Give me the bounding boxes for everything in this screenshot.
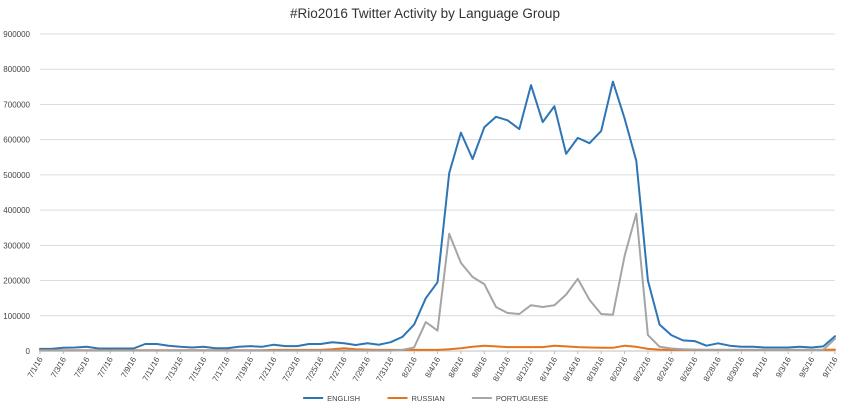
x-tick-label: 8/12/16 [515, 355, 536, 383]
chart-title: #Rio2016 Twitter Activity by Language Gr… [290, 6, 560, 21]
x-tick-label: 7/1/16 [26, 355, 45, 379]
x-tick-label: 7/19/16 [234, 355, 255, 383]
x-tick-label: 7/5/16 [73, 355, 92, 379]
y-tick-label: 400000 [3, 206, 30, 215]
x-tick-label: 7/9/16 [119, 355, 138, 379]
gridlines [40, 33, 835, 352]
legend: ENGLISH RUSSIAN PORTUGUESE [303, 394, 548, 403]
y-axis-ticks: 0 100000 200000 300000 400000 500000 600000 700… [3, 30, 30, 356]
x-tick-label: 8/28/16 [702, 355, 723, 383]
x-tick-label: 8/20/16 [608, 355, 629, 383]
x-tick-label: 8/6/16 [447, 355, 466, 379]
x-tick-label: 7/17/16 [211, 355, 232, 383]
x-tick-label: 7/15/16 [187, 355, 208, 383]
legend-label-portuguese: PORTUGUESE [496, 394, 548, 403]
x-tick-label: 7/27/16 [328, 355, 349, 383]
x-tick-label: 7/7/16 [96, 355, 115, 379]
x-tick-label: 7/3/16 [49, 355, 68, 379]
x-tick-label: 7/31/16 [374, 355, 395, 383]
y-tick-label: 100000 [3, 312, 30, 321]
y-tick-label: 300000 [3, 241, 30, 250]
x-tick-label: 8/24/16 [655, 355, 676, 383]
y-tick-label: 500000 [3, 171, 30, 180]
y-tick-label: 200000 [3, 277, 30, 286]
x-tick-label: 8/8/16 [470, 355, 489, 379]
legend-label-russian: RUSSIAN [412, 394, 445, 403]
x-tick-label: 7/13/16 [164, 355, 185, 383]
series-lines [39, 80, 836, 352]
series-line-english [39, 80, 836, 350]
x-tick-label: 9/5/16 [797, 355, 816, 379]
x-tick-label: 8/18/16 [585, 355, 606, 383]
x-tick-label: 8/14/16 [538, 355, 559, 383]
x-tick-label: 8/4/16 [423, 355, 442, 379]
x-tick-label: 7/21/16 [257, 355, 278, 383]
x-tick-label: 7/23/16 [281, 355, 302, 383]
x-tick-label: 8/22/16 [632, 355, 653, 383]
x-tick-label: 8/16/16 [561, 355, 582, 383]
x-tick-label: 7/11/16 [141, 355, 162, 383]
y-tick-label: 900000 [3, 30, 30, 39]
y-tick-label: 800000 [3, 65, 30, 74]
x-tick-label: 7/25/16 [304, 355, 325, 383]
x-tick-label: 9/7/16 [821, 355, 840, 379]
x-tick-label: 9/3/16 [774, 355, 793, 379]
x-tick-label: 7/29/16 [351, 355, 372, 383]
legend-label-english: ENGLISH [327, 394, 360, 403]
x-tick-label: 9/1/16 [751, 355, 770, 379]
y-tick-label: 600000 [3, 136, 30, 145]
x-tick-label: 8/26/16 [678, 355, 699, 383]
x-tick-label: 8/30/16 [725, 355, 746, 383]
x-tick-label: 8/10/16 [491, 355, 512, 383]
series-line-portuguese [39, 212, 836, 352]
x-tick-label: 8/2/16 [400, 355, 419, 379]
y-tick-label: 700000 [3, 100, 30, 109]
x-axis-ticks: 7/1/16 7/3/16 7/5/16 7/7/16 7/9/16 7/11/16 7/1… [26, 351, 840, 383]
y-tick-label: 0 [26, 347, 31, 356]
